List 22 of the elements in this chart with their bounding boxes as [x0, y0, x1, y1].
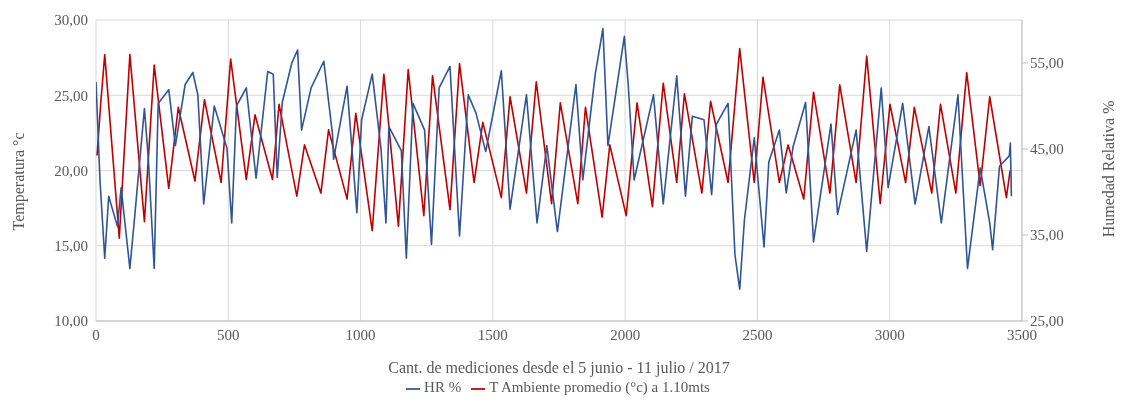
x-tick-label: 3000: [874, 326, 905, 343]
y-tick-label: 15,00: [54, 238, 88, 255]
y2-tick-label: 55,00: [1030, 55, 1064, 72]
x-tick-label: 1000: [345, 326, 376, 343]
y2-tick-label: 45,00: [1030, 141, 1064, 158]
y-tick-label: 30,00: [54, 12, 88, 29]
line-series: [96, 27, 1013, 290]
y-tick-label: 20,00: [54, 162, 88, 179]
legend-label: HR %: [424, 379, 462, 395]
x-tick-label: 500: [217, 326, 240, 343]
y-axis-title: Temperatura °c: [9, 132, 28, 231]
x-tick-label: 2000: [610, 326, 641, 343]
y-tick-label: 10,00: [54, 313, 88, 330]
x-axis-title: Cant. de mediciones desde el 5 junio - 11 julio / 2017: [388, 359, 730, 377]
y2-tick-label: 35,00: [1030, 227, 1064, 244]
x-tick-label: 2500: [742, 326, 773, 343]
x-tick-label: 0: [92, 326, 100, 343]
y2-axis-title: Humedad Relativa %: [1099, 100, 1117, 238]
line-series: [96, 47, 1011, 240]
x-tick-label: 1500: [477, 326, 508, 343]
legend-label: T Ambiente promedio (°c) a 1.10mts: [489, 379, 710, 395]
y-tick-label: 25,00: [54, 87, 88, 104]
